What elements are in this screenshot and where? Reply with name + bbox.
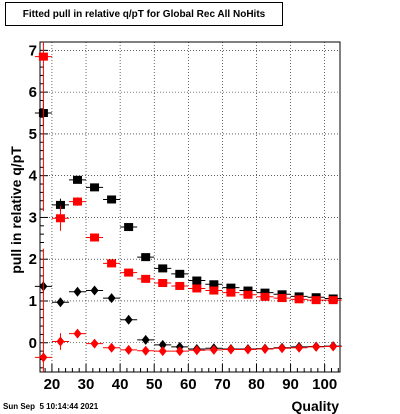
data-point-square — [328, 296, 338, 305]
data-point-square — [90, 183, 100, 192]
data-point-square — [141, 274, 151, 283]
data-point-diamond — [329, 341, 338, 352]
data-point-diamond — [158, 339, 167, 350]
x-tick-label: 50 — [146, 376, 163, 393]
x-tick-label: 80 — [248, 376, 265, 393]
y-tick-label: 2 — [29, 251, 37, 268]
data-point-square — [260, 288, 270, 297]
y-tick-label: 1 — [29, 293, 37, 310]
data-point-square — [107, 195, 117, 204]
grid-layer — [40, 42, 340, 372]
x-tick-label: 40 — [112, 376, 129, 393]
data-point-diamond — [56, 336, 65, 347]
y-tick-label: 7 — [29, 42, 37, 59]
data-point-diamond — [175, 346, 184, 357]
data-point-square — [124, 268, 134, 277]
data-point-diamond — [90, 285, 99, 296]
data-point-diamond — [312, 341, 321, 352]
data-point-diamond — [124, 314, 133, 325]
ticks-layer: 20 30 40 50 60 70 80 90 100 0 1 2 3 4 5 6 7 — [29, 41, 339, 393]
data-point-diamond — [73, 328, 82, 339]
y-tick-label: 3 — [29, 209, 37, 226]
data-layer — [34, 42, 342, 372]
data-point-diamond — [226, 344, 235, 355]
data-point-square — [209, 286, 219, 295]
data-point-diamond — [73, 286, 82, 297]
data-point-square — [55, 200, 65, 209]
data-point-square — [277, 294, 287, 303]
data-point-diamond — [39, 352, 48, 363]
data-point-square — [141, 253, 151, 262]
x-tick-label: 60 — [180, 376, 197, 393]
data-point-diamond — [158, 346, 167, 357]
data-series — [34, 248, 342, 372]
data-point-square — [124, 223, 134, 232]
y-axis-label: pull in relative q/pT — [8, 146, 24, 274]
data-point-diamond — [56, 297, 65, 308]
data-point-square — [38, 52, 48, 61]
x-tick-label: 100 — [312, 376, 337, 393]
data-point-diamond — [209, 344, 218, 355]
data-point-square — [73, 175, 82, 184]
data-point-square — [55, 214, 65, 223]
data-point-square — [90, 233, 100, 242]
x-tick-label: 70 — [214, 376, 231, 393]
data-point-square — [175, 269, 185, 278]
data-point-diamond — [261, 344, 269, 355]
data-point-square — [226, 288, 236, 297]
data-point-diamond — [243, 344, 252, 355]
x-tick-label: 90 — [282, 376, 299, 393]
data-point-diamond — [107, 342, 116, 353]
data-point-diamond — [278, 343, 287, 354]
x-tick-label: 30 — [78, 376, 95, 393]
data-point-square — [158, 279, 168, 288]
data-point-diamond — [124, 344, 133, 355]
y-tick-label: 6 — [29, 84, 37, 101]
data-point-square — [226, 283, 236, 292]
y-tick-label: 4 — [29, 168, 38, 185]
data-point-diamond — [141, 334, 150, 345]
data-point-square — [294, 295, 304, 304]
data-point-square — [260, 292, 270, 301]
timestamp: Sun Sep 5 10:14:44 2021 — [3, 402, 99, 411]
data-point-square — [209, 280, 219, 289]
data-point-square — [192, 284, 202, 293]
data-point-square — [243, 286, 253, 295]
data-point-diamond — [141, 345, 150, 356]
plot-frame — [39, 41, 341, 373]
data-point-diamond — [107, 293, 116, 304]
data-point-square — [73, 197, 82, 206]
data-point-square — [192, 276, 202, 285]
data-point-diamond — [295, 342, 304, 353]
data-point-square — [311, 296, 321, 305]
data-point-square — [107, 259, 117, 268]
chart-title: Fitted pull in relative q/pT for Global … — [5, 2, 283, 26]
data-point-square — [243, 290, 253, 299]
x-tick-label: 20 — [44, 376, 61, 393]
y-tick-label: 5 — [29, 126, 37, 143]
x-axis-label: Quality — [292, 398, 340, 414]
data-point-square — [158, 264, 168, 273]
data-point-diamond — [90, 338, 99, 349]
data-series — [34, 42, 342, 305]
data-point-square — [175, 281, 185, 290]
data-point-diamond — [192, 345, 201, 356]
y-tick-label: 0 — [29, 335, 37, 352]
